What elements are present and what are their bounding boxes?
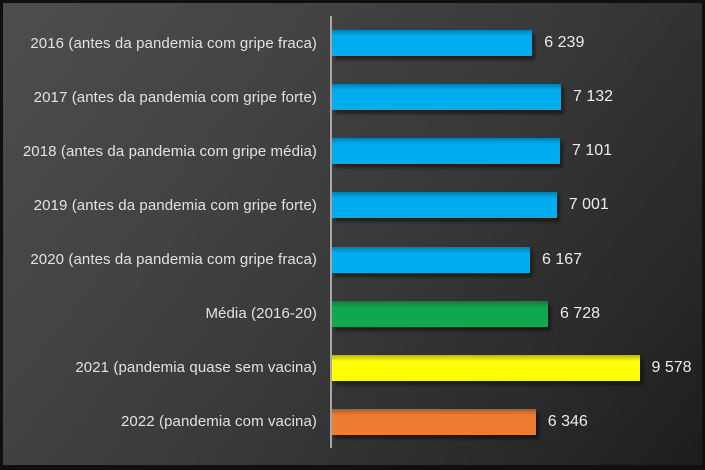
value-label: 6 167 — [541, 250, 583, 268]
bar — [332, 84, 561, 111]
plot-cell: 6 239 — [330, 16, 696, 70]
bar — [332, 30, 533, 57]
category-label: 2020 (antes da pandemia com gripe fraca) — [30, 251, 317, 269]
plot-cell: 7 101 — [330, 124, 696, 178]
chart-row: 2019 (antes da pandemia com gripe forte)… — [3, 178, 696, 232]
category-label: Média (2016-20) — [205, 305, 317, 323]
bar — [332, 354, 640, 381]
category-label: 2021 (pandemia quase sem vacina) — [75, 359, 317, 377]
chart-row: 2017 (antes da pandemia com gripe forte)… — [3, 70, 696, 124]
bar — [332, 246, 530, 273]
bar — [332, 300, 548, 327]
category-label: 2019 (antes da pandemia com gripe forte) — [33, 196, 317, 214]
value-label: 7 132 — [572, 88, 614, 106]
value-label: 7 001 — [568, 196, 609, 214]
value-label: 9 578 — [651, 358, 692, 376]
bar — [332, 408, 536, 435]
chart-row: 2018 (antes da pandemia com gripe média)… — [3, 124, 696, 178]
plot-cell: 6 346 — [330, 395, 696, 449]
chart-row: 2016 (antes da pandemia com gripe fraca)… — [3, 16, 696, 70]
bar — [332, 192, 557, 219]
value-label: 6 346 — [547, 412, 588, 430]
plot-cell: 9 578 — [330, 341, 696, 395]
plot-cell: 6 728 — [330, 287, 696, 341]
category-axis-line — [330, 16, 332, 448]
category-label: 2018 (antes da pandemia com gripe média) — [22, 142, 317, 160]
category-label: 2022 (pandemia com vacina) — [120, 413, 317, 431]
category-label: 2016 (antes da pandemia com gripe fraca) — [30, 34, 317, 52]
plot-cell: 7 001 — [330, 178, 696, 232]
bar-chart: 2016 (antes da pandemia com gripe fraca)… — [3, 16, 696, 449]
chart-row: 2020 (antes da pandemia com gripe fraca)… — [3, 233, 696, 287]
chart-row: 2022 (pandemia com vacina) 6 346 — [3, 395, 696, 449]
value-label: 6 239 — [544, 34, 585, 52]
category-label: 2017 (antes da pandemia com gripe forte) — [33, 88, 317, 106]
chart-row: Média (2016-20) 6 728 — [3, 287, 696, 341]
value-label: 6 728 — [560, 304, 601, 322]
value-label: 7 101 — [571, 142, 613, 160]
chart-row: 2021 (pandemia quase sem vacina) 9 578 — [3, 341, 696, 395]
plot-cell: 6 167 — [330, 233, 696, 287]
bar — [332, 138, 560, 165]
plot-cell: 7 132 — [330, 70, 696, 124]
